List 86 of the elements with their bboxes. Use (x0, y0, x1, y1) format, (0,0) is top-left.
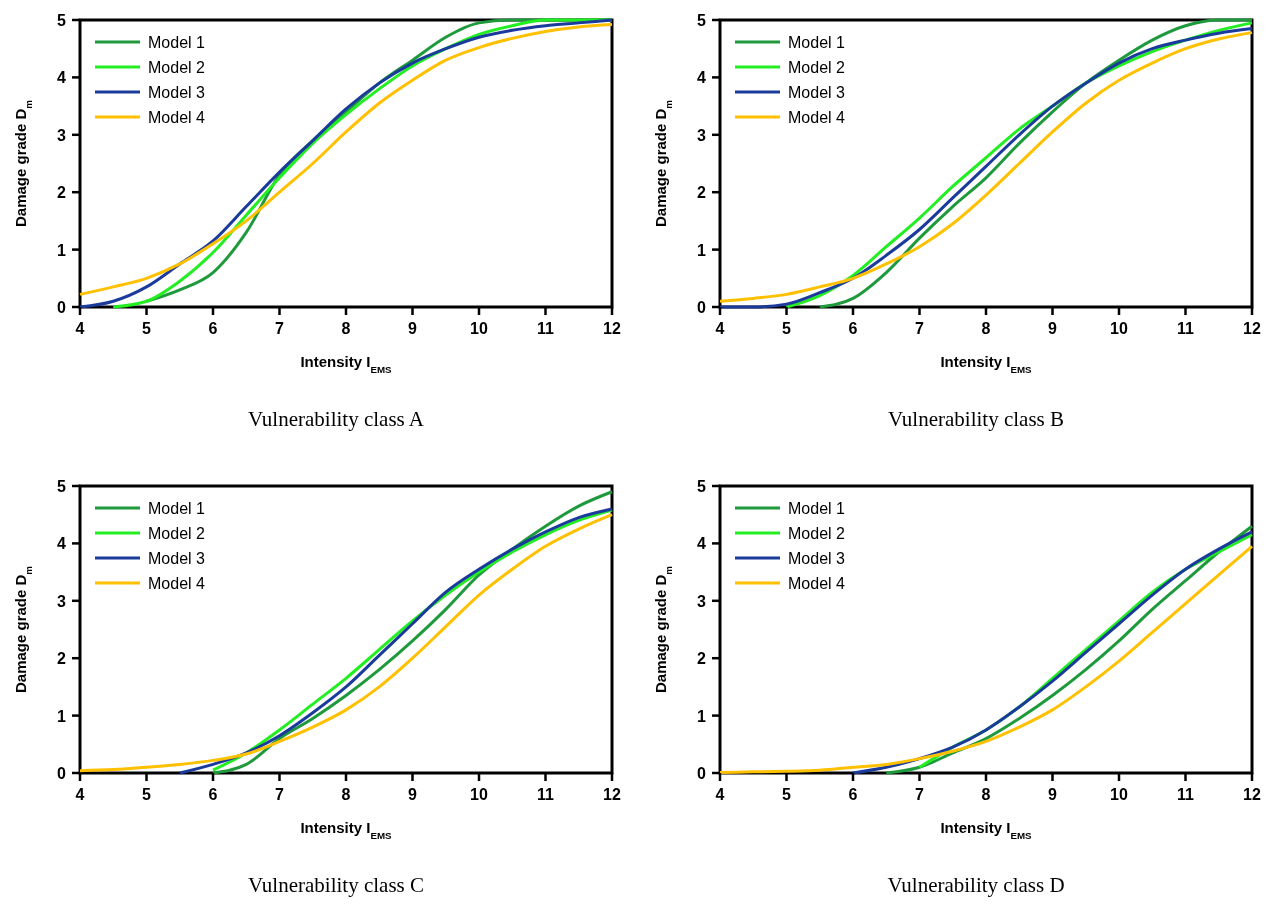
legend-label: Model 3 (148, 84, 206, 101)
x-tick-label: 8 (341, 786, 351, 803)
x-tick-label: 12 (603, 786, 621, 803)
legend-label: Model 3 (788, 550, 846, 567)
x-tick-label: 4 (75, 320, 85, 337)
x-tick-label: 6 (208, 786, 218, 803)
y-tick-label: 4 (697, 535, 707, 553)
x-tick-label: 11 (1177, 320, 1195, 337)
x-tick-label: 7 (915, 320, 925, 337)
x-tick-label: 6 (848, 320, 858, 337)
x-axis-title: Intensity I$_{EMS}$ (300, 353, 393, 375)
legend-label: Model 2 (148, 525, 206, 542)
x-tick-label: 8 (341, 320, 351, 337)
x-tick-label: 6 (848, 786, 858, 803)
y-tick-label: 2 (57, 650, 67, 668)
x-tick-label: 4 (715, 320, 725, 337)
legend-label: Model 2 (788, 59, 846, 76)
legend-label: Model 4 (148, 575, 206, 592)
x-tick-label: 8 (981, 320, 991, 337)
x-tick-label: 4 (715, 786, 725, 803)
legend-label: Model 4 (148, 109, 206, 126)
legend-label: Model 3 (148, 550, 206, 567)
legend-label: Model 1 (148, 34, 206, 51)
x-tick-label: 5 (782, 786, 792, 803)
x-tick-label: 5 (782, 320, 792, 337)
y-tick-label: 1 (57, 707, 67, 725)
text: Vulnerability class D (887, 873, 1065, 897)
y-tick-label: 3 (57, 126, 67, 144)
x-tick-label: 5 (142, 320, 152, 337)
x-tick-label: 10 (470, 786, 488, 803)
x-axis-title: Intensity I$_{EMS}$ (940, 819, 1033, 841)
x-tick-label: 12 (1243, 320, 1261, 337)
y-tick-label: 0 (57, 299, 67, 316)
line-series (78, 513, 614, 773)
x-tick-label: 9 (1048, 320, 1058, 337)
y-tick-label: 2 (57, 184, 67, 202)
x-axis-title: Intensity I$_{EMS}$ (300, 819, 393, 841)
y-tick-label: 4 (697, 69, 707, 87)
legend-label: Model 1 (788, 34, 846, 51)
y-tick-label: 5 (697, 478, 707, 495)
x-tick-label: 6 (208, 320, 218, 337)
y-tick-label: 0 (57, 765, 67, 782)
y-tick-label: 5 (57, 12, 67, 29)
x-tick-label: 10 (1110, 786, 1128, 803)
y-tick-label: 3 (697, 592, 707, 610)
x-tick-label: 5 (142, 786, 152, 803)
legend-label: Model 3 (788, 84, 846, 101)
x-tick-label: 9 (408, 786, 418, 803)
legend-label: Model 2 (788, 525, 846, 542)
line-series (718, 544, 1254, 774)
y-tick-label: 5 (697, 12, 707, 29)
x-tick-label: 11 (537, 320, 555, 337)
y-tick-label: 4 (57, 69, 67, 87)
x-tick-label: 11 (537, 786, 555, 803)
x-tick-label: 12 (603, 320, 621, 337)
y-tick-label: 2 (697, 650, 707, 668)
y-tick-label: 5 (57, 478, 67, 495)
legend-label: Model 1 (148, 500, 206, 517)
legend-label: Model 2 (148, 59, 206, 76)
y-tick-label: 4 (57, 535, 67, 553)
text: Vulnerability class B (887, 407, 1065, 431)
y-tick-label: 3 (57, 592, 67, 610)
x-tick-label: 7 (275, 320, 285, 337)
text: Vulnerability class A (247, 407, 425, 431)
x-tick-label: 10 (1110, 320, 1128, 337)
x-tick-label: 8 (981, 786, 991, 803)
legend-label: Model 1 (788, 500, 846, 517)
x-tick-label: 9 (1048, 786, 1058, 803)
y-tick-label: 3 (697, 126, 707, 144)
y-tick-label: 1 (697, 707, 707, 725)
x-tick-label: 7 (915, 786, 925, 803)
legend-label: Model 4 (788, 575, 846, 592)
x-tick-label: 10 (470, 320, 488, 337)
x-tick-label: 11 (1177, 786, 1195, 803)
y-tick-label: 1 (697, 241, 707, 259)
x-tick-label: 7 (275, 786, 285, 803)
y-tick-label: 2 (697, 184, 707, 202)
text: Vulnerability class C (247, 873, 425, 897)
x-tick-label: 9 (408, 320, 418, 337)
y-tick-label: 0 (697, 765, 707, 782)
legend-label: Model 4 (788, 109, 846, 126)
x-tick-label: 12 (1243, 786, 1261, 803)
y-tick-label: 0 (697, 299, 707, 316)
y-tick-label: 1 (57, 241, 67, 259)
x-axis-title: Intensity I$_{EMS}$ (940, 353, 1033, 375)
x-tick-label: 4 (75, 786, 85, 803)
